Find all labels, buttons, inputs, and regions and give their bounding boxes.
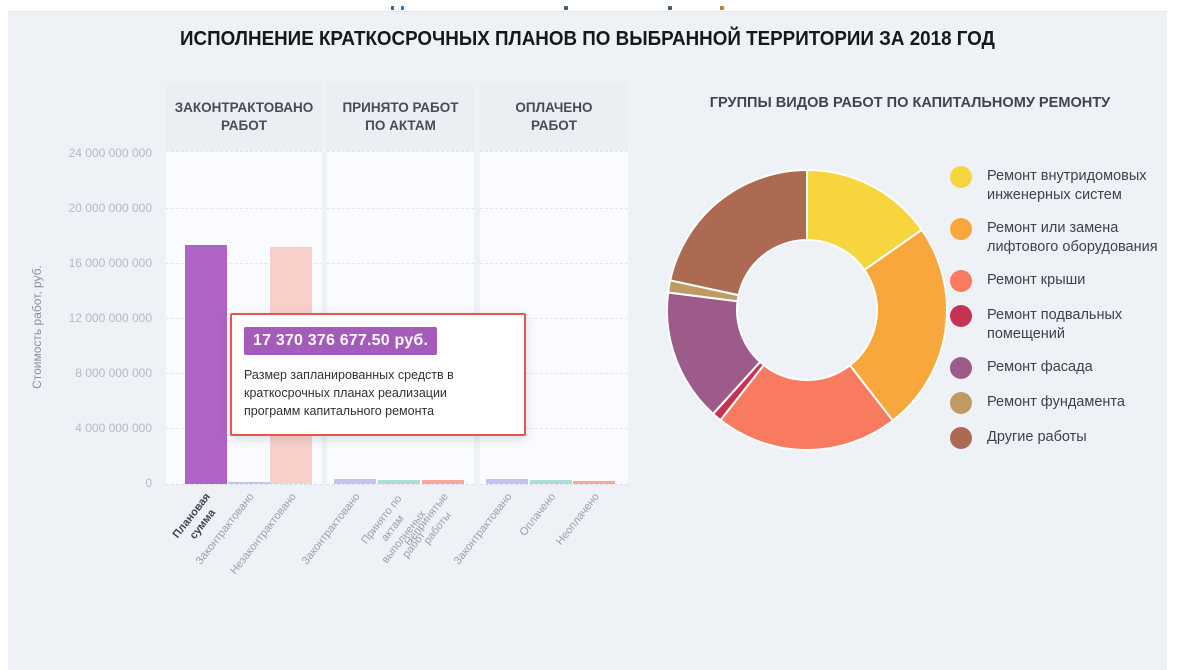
page-title: ИСПОЛНЕНИЕ КРАТКОСРОЧНЫХ ПЛАНОВ ПО ВЫБРА… — [180, 28, 995, 50]
legend-item[interactable]: Ремонт внутридомовых инженерных систем — [950, 166, 1165, 205]
legend-label: Ремонт фасада — [987, 359, 1093, 375]
legend-item[interactable]: Ремонт фундамента — [950, 392, 1165, 414]
cropped-text-fragment — [564, 6, 568, 10]
bar-segment[interactable] — [334, 479, 376, 484]
bar-highlighted[interactable] — [185, 245, 227, 484]
legend-item[interactable]: Ремонт или замена лифтового оборудования — [950, 218, 1165, 257]
legend-label: Другие работы — [987, 429, 1087, 445]
gridline — [327, 263, 474, 264]
tooltip-description: Размер запланированных средств в краткос… — [244, 368, 454, 419]
tooltip-value-badge: 17 370 376 677.50 руб. — [244, 327, 438, 355]
y-axis-tick: 24 000 000 000 — [68, 146, 152, 160]
panel-header: ЗАКОНТРАКТОВАНО РАБОТ — [166, 82, 322, 151]
legend-item[interactable]: Другие работы — [950, 427, 1165, 449]
gridline — [166, 208, 322, 209]
legend-label: Ремонт или замена лифтового оборудования — [987, 220, 1158, 255]
cropped-top-bar — [8, 0, 1167, 12]
bar-segment[interactable] — [486, 479, 528, 484]
y-axis-tick: 4 000 000 000 — [75, 421, 152, 435]
bar-segment[interactable] — [422, 480, 464, 484]
bar-segment[interactable] — [228, 481, 270, 484]
x-axis-label: Оплачено — [517, 491, 559, 539]
legend-label: Ремонт крыши — [987, 272, 1086, 288]
bar-segment[interactable] — [378, 479, 420, 484]
panel-header: ПРИНЯТО РАБОТ ПО АКТАМ — [327, 82, 474, 151]
gridline — [166, 263, 322, 264]
cropped-text-fragment — [720, 6, 724, 10]
legend-label: Ремонт подвальных помещений — [987, 307, 1123, 342]
legend-color-dot — [950, 392, 972, 414]
cropped-text-fragment — [391, 6, 394, 10]
y-axis-tick: 0 — [145, 476, 152, 490]
legend-label: Ремонт фундамента — [987, 394, 1125, 410]
y-axis-tick: 8 000 000 000 — [75, 366, 152, 380]
legend-item[interactable]: Ремонт подвальных помещений — [950, 305, 1165, 344]
cropped-text-fragment — [668, 6, 672, 10]
bar-segment[interactable] — [573, 480, 615, 484]
donut-slice[interactable]: Ремонт крыши — [719, 363, 895, 451]
donut-legend: Ремонт внутридомовых инженерных систем Ре… — [950, 166, 1165, 463]
legend-label: Ремонт внутридомовых инженерных систем — [987, 168, 1147, 203]
legend-color-dot — [950, 305, 972, 327]
donut-slice[interactable]: Другие работы — [668, 168, 808, 297]
chart-tooltip: 17 370 376 677.50 руб. Размер запланиров… — [230, 313, 526, 437]
bar-segment[interactable] — [530, 480, 572, 484]
x-axis-label: Неоплачено — [553, 491, 602, 548]
y-axis-tick: 16 000 000 000 — [68, 256, 152, 270]
gridline — [480, 428, 628, 429]
gridline — [480, 208, 628, 209]
legend-color-dot — [950, 357, 972, 379]
x-axis-label: Законтрактовано — [299, 491, 363, 568]
cropped-text-fragment — [401, 6, 404, 10]
y-axis-tick: 12 000 000 000 — [68, 311, 152, 325]
y-axis-tick: 20 000 000 000 — [68, 201, 152, 215]
gridline — [480, 263, 628, 264]
donut-svg: Ремонт внутридомовых инженерных системРе… — [666, 168, 948, 451]
app-window: ИСПОЛНЕНИЕ КРАТКОСРОЧНЫХ ПЛАНОВ ПО ВЫБРА… — [8, 0, 1167, 670]
legend-color-dot — [950, 427, 972, 449]
gridline — [480, 318, 628, 319]
x-axis-label: Законтрактовано — [451, 491, 515, 568]
legend-color-dot — [950, 166, 972, 188]
donut-title: ГРУППЫ ВИДОВ РАБОТ ПО КАПИТАЛЬНОМУ РЕМОН… — [709, 94, 1111, 111]
gridline — [480, 373, 628, 374]
legend-item[interactable]: Ремонт фасада — [950, 357, 1165, 379]
dashboard-canvas: ИСПОЛНЕНИЕ КРАТКОСРОЧНЫХ ПЛАНОВ ПО ВЫБРА… — [8, 12, 1167, 670]
panel-header: ОПЛАЧЕНО РАБОТ — [480, 82, 628, 151]
legend-item[interactable]: Ремонт крыши — [950, 270, 1165, 292]
gridline — [327, 208, 474, 209]
legend-color-dot — [950, 218, 972, 240]
donut-slice[interactable]: Ремонт или замена лифтового оборудования — [848, 228, 948, 423]
legend-color-dot — [950, 270, 972, 292]
